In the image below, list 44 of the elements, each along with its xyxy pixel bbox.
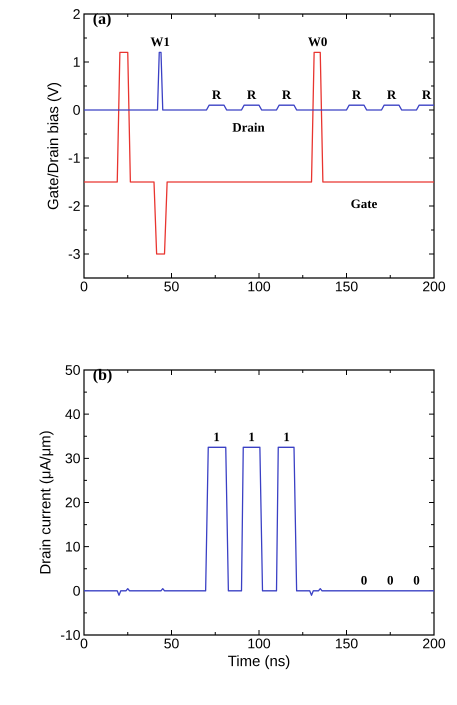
y-tick-label: -3 — [68, 249, 80, 259]
annotation: 1 — [284, 432, 290, 442]
annotation: 1 — [214, 432, 220, 442]
annotation: W1 — [150, 37, 170, 46]
x-tick-label: 0 — [80, 638, 88, 648]
chart-title: (a) — [93, 12, 111, 28]
y-tick-label: -1 — [68, 153, 80, 163]
x-tick-label: 100 — [248, 638, 270, 648]
y-tick-label: 1 — [74, 57, 80, 67]
annotation: R — [212, 90, 222, 100]
x-tick-label: 200 — [423, 282, 446, 292]
annotation: W0 — [308, 37, 327, 46]
y-tick-label: 30 — [66, 453, 80, 464]
x-tick-label: 150 — [336, 282, 358, 292]
series-label: Gate — [351, 199, 377, 208]
y-tick-label: 40 — [65, 409, 80, 420]
annotation: R — [282, 90, 292, 100]
y-tick-label: 50 — [66, 365, 80, 375]
x-tick-label: 150 — [336, 638, 358, 648]
x-tick-label: 100 — [248, 282, 270, 292]
line-series — [84, 446, 434, 596]
annotation: R — [422, 90, 432, 100]
annotation: R — [247, 90, 256, 100]
y-tick-label: 0 — [73, 105, 80, 115]
annotation: 0 — [414, 576, 420, 585]
x-tick-label: 50 — [164, 282, 179, 292]
y-axis-title: Drain current (μA/μm) — [40, 431, 54, 574]
annotation: 0 — [388, 576, 393, 585]
y-tick-label: 2 — [73, 9, 80, 19]
y-tick-label: -10 — [60, 630, 80, 640]
annotation: 0 — [361, 576, 367, 585]
x-axis-title: Time (ns) — [228, 655, 290, 670]
annotation: R — [352, 90, 362, 100]
y-tick-label: 0 — [73, 586, 80, 596]
y-tick-label: 10 — [66, 542, 80, 552]
y-tick-label: 20 — [66, 498, 80, 508]
annotation: 1 — [249, 432, 254, 442]
annotation: R — [387, 90, 396, 100]
y-tick-label: -2 — [68, 201, 80, 211]
x-tick-label: 50 — [164, 638, 179, 648]
x-tick-label: 200 — [423, 638, 446, 648]
x-tick-label: 0 — [80, 282, 88, 292]
series-label: Drain — [232, 122, 265, 132]
y-axis-title: Gate/Drain bias (V) — [47, 83, 62, 210]
